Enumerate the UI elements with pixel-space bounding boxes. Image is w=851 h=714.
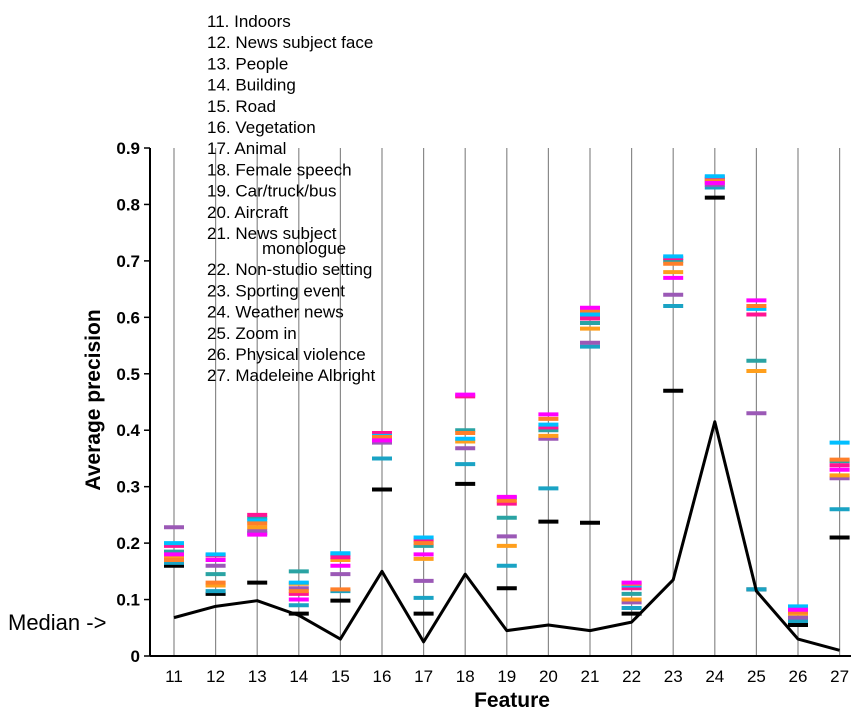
x-tick-label: 17 [414,667,433,686]
y-tick-label: 0.4 [116,421,140,440]
vertical-grid-lines [173,148,841,656]
y-tick-label: 0.9 [116,139,140,158]
legend-entry: 12. News subject face [207,33,373,52]
x-tick-label: 20 [539,667,558,686]
legend-entry: 27. Madeleine Albright [207,366,376,385]
legend-entry: 14. Building [207,76,296,95]
y-tick-label: 0.7 [116,252,140,271]
x-tick-label: 24 [705,667,724,686]
y-tick-labels: 0 0.1 0.2 0.3 0.4 0.5 0.6 0.7 0.8 0.9 [116,139,150,666]
x-tick-label: 23 [664,667,683,686]
legend-entry: 16. Vegetation [207,118,316,137]
legend-entry: 17. Animal [207,139,286,158]
legend-entry: 19. Car/truck/bus [207,182,336,201]
median-line-layer [173,420,840,652]
legend-entry: 25. Zoom in [207,324,297,343]
y-tick-label: 0 [131,647,140,666]
legend-entry: 26. Physical violence [207,345,366,364]
legend-entry: 15. Road [207,97,276,116]
legend-entry: 11. Indoors [207,12,291,31]
x-tick-labels: 11 12 13 14 15 16 17 18 19 20 21 22 23 24 25 26 27 [165,667,849,686]
legend-entry: 21. News subject [207,224,337,243]
y-tick-label: 0.2 [116,534,140,553]
x-tick-label: 15 [331,667,350,686]
y-tick-label: 0.3 [116,478,140,497]
x-tick-label: 18 [456,667,475,686]
x-tick-label: 22 [622,667,641,686]
median-line [173,420,840,652]
x-tick-label: 21 [581,667,600,686]
legend-entry: 23. Sporting event [207,281,345,300]
x-tick-label: 11 [165,667,183,686]
y-axis-label: Average precision [82,309,105,490]
legend-entry: 22. Non-studio setting [207,260,372,279]
x-tick-label: 27 [830,667,849,686]
y-tick-label: 0.1 [116,591,140,610]
x-tick-label: 13 [248,667,267,686]
run-markers [164,174,850,627]
x-tick-label: 12 [206,667,225,686]
legend-entry: 18. Female speech [207,160,352,179]
y-tick-label: 0.5 [116,365,140,384]
legend-entry: 24. Weather news [207,303,344,322]
axes [149,148,851,657]
x-tick-label: 16 [373,667,392,686]
median-annotation: Median -> [8,610,106,635]
x-tick-label: 26 [789,667,808,686]
x-axis-label: Feature [474,689,550,712]
y-tick-label: 0.6 [116,308,140,327]
x-tick-label: 25 [747,667,766,686]
y-tick-label: 0.8 [116,195,140,214]
x-tick-label: 14 [289,667,308,686]
legend-entry: 13. People [207,54,288,73]
x-tick-label: 19 [497,667,516,686]
legend-entry: monologue [262,239,346,258]
legend-entry: 20. Aircraft [207,203,289,222]
legend: 11. Indoors 12. News subject face 13. Peop… [207,12,376,385]
